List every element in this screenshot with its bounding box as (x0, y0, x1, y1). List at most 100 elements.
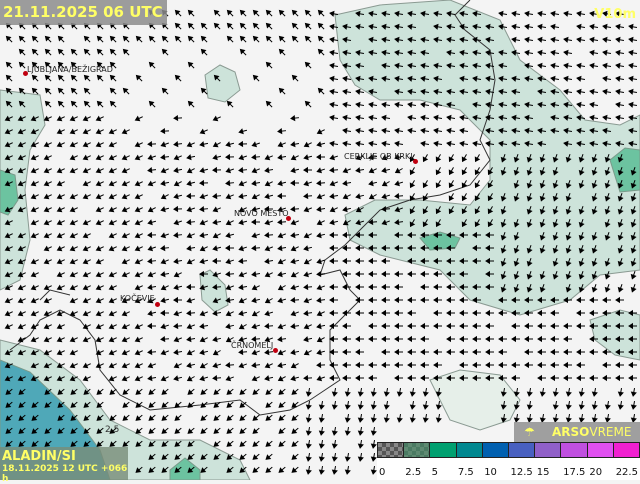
wind-arrow (513, 284, 520, 293)
wind-arrow (82, 310, 91, 317)
wind-arrow (264, 362, 273, 369)
wind-arrow (409, 413, 416, 423)
colorbar-cell (430, 443, 457, 457)
wind-arrow (604, 284, 611, 293)
wind-arrow (552, 206, 559, 215)
wind-arrow (200, 87, 208, 95)
wind-arrow (565, 413, 572, 423)
wind-arrow (461, 154, 468, 163)
wind-arrow (213, 9, 221, 17)
wind-arrow (5, 388, 13, 395)
wind-arrow (500, 193, 507, 202)
wind-arrow (381, 180, 390, 187)
wind-arrow (565, 258, 572, 267)
wind-arrow (96, 100, 104, 108)
wind-arrow (96, 74, 104, 82)
wind-arrow (187, 466, 195, 473)
wind-arrow (121, 180, 130, 187)
wind-arrow (422, 219, 429, 228)
wind-arrow (108, 375, 117, 382)
wind-arrow (108, 245, 117, 252)
wind-arrow (134, 193, 143, 200)
wind-arrow (524, 36, 534, 43)
wind-arrow (69, 206, 78, 213)
wind-arrow (342, 348, 351, 356)
wind-arrow (251, 310, 260, 317)
wind-arrow (278, 440, 286, 447)
wind-arrow (134, 206, 143, 213)
wind-arrow (342, 219, 351, 226)
wind-arrow (537, 127, 547, 134)
wind-arrow (82, 128, 91, 135)
wind-arrow (576, 62, 586, 69)
wind-arrow (355, 154, 364, 161)
wind-arrow (472, 49, 482, 56)
wind-arrow (30, 323, 39, 330)
wind-arrow (95, 245, 104, 252)
wind-arrow (539, 206, 546, 215)
wind-arrow (226, 427, 234, 434)
wind-arrow (537, 49, 547, 56)
wind-arrow (43, 180, 52, 187)
wind-arrow (199, 193, 208, 200)
wind-arrow (4, 115, 13, 122)
wind-arrow (238, 154, 247, 161)
wind-arrow (4, 271, 13, 278)
wind-arrow (44, 61, 52, 69)
wind-arrow (433, 283, 442, 291)
wind-arrow (134, 362, 143, 369)
wind-arrow (628, 309, 637, 317)
city-marker (286, 216, 291, 221)
wind-arrow (173, 375, 183, 382)
wind-arrow (433, 114, 443, 121)
wind-arrow (160, 309, 170, 317)
wind-arrow (576, 10, 586, 17)
wind-arrow (539, 271, 546, 280)
wind-arrow (278, 48, 286, 56)
wind-arrow (331, 465, 338, 475)
wind-arrow (56, 375, 65, 382)
wind-arrow (537, 88, 547, 95)
wind-arrow (238, 206, 247, 213)
wind-arrow (537, 309, 546, 317)
wind-arrow (69, 219, 78, 226)
wind-arrow (550, 49, 560, 56)
wind-arrow (409, 400, 416, 410)
wind-arrow (381, 49, 391, 56)
wind-arrow (134, 323, 143, 330)
wind-arrow (381, 101, 391, 108)
wind-arrow (121, 128, 130, 135)
wind-arrow (186, 245, 196, 252)
wind-arrow (291, 440, 299, 447)
wind-arrow (238, 180, 247, 187)
wind-arrow (329, 180, 338, 187)
wind-arrow (604, 232, 611, 241)
wind-arrow (433, 296, 442, 304)
wind-arrow (526, 271, 533, 280)
wind-arrow (17, 349, 26, 356)
wind-arrow (511, 309, 520, 317)
wind-arrow (368, 154, 378, 161)
wind-arrow (265, 401, 273, 408)
wind-arrow (121, 271, 130, 278)
wind-arrow (472, 374, 481, 382)
wind-arrow (394, 374, 403, 382)
wind-arrow (316, 297, 326, 304)
wind-arrow (70, 388, 78, 395)
wind-arrow (329, 10, 339, 17)
wind-arrow (43, 362, 52, 369)
wind-arrow (147, 258, 157, 265)
wind-arrow (173, 336, 182, 343)
wind-arrow (355, 62, 365, 69)
wind-arrow (251, 141, 260, 148)
wind-arrow (135, 74, 143, 82)
wind-arrow (370, 465, 377, 475)
wind-arrow (96, 427, 104, 434)
wind-arrow (5, 440, 13, 447)
wind-arrow (591, 245, 598, 254)
wind-arrow (461, 193, 468, 202)
wind-arrow (265, 453, 273, 460)
wind-arrow (381, 205, 391, 213)
wind-arrow (513, 400, 520, 410)
wind-arrow (83, 427, 91, 434)
